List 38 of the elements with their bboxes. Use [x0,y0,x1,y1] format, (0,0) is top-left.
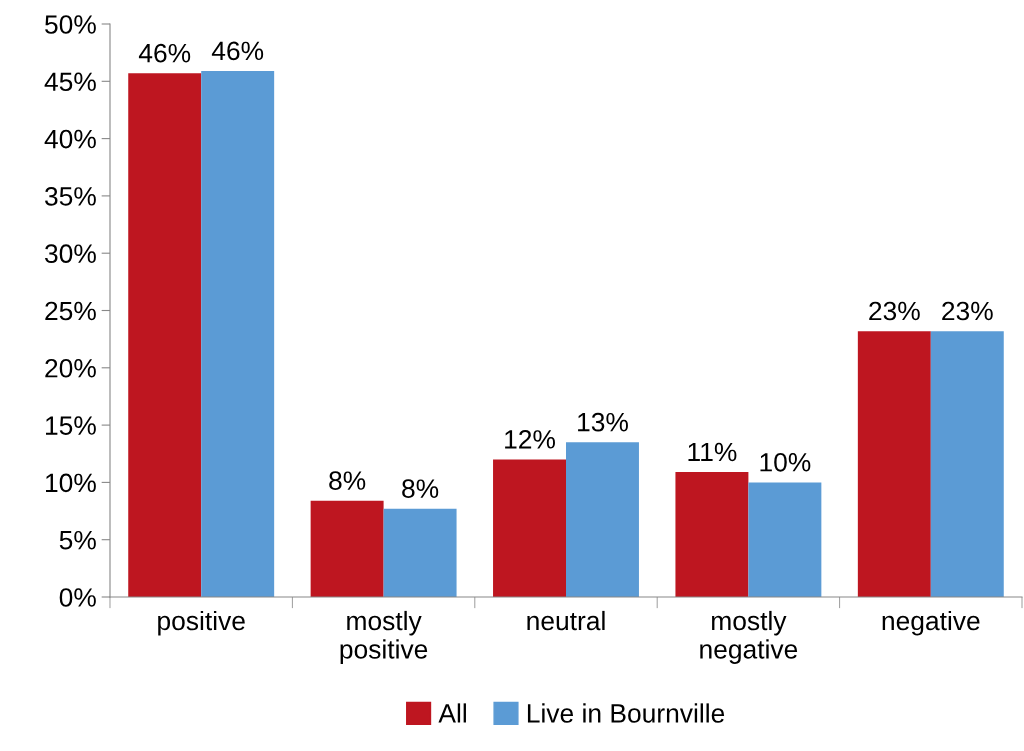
data-label: 46% [211,41,264,61]
data-label: 12% [505,430,555,449]
bar [930,331,1004,597]
bar [201,70,275,597]
bar [310,500,384,597]
y-tick-label: 35% [45,187,96,206]
data-label: 11% [688,442,737,462]
bar [493,459,566,597]
legend-label: Live in Bournville [527,703,725,723]
y-tick-label: 50% [45,15,96,34]
y-tick-label: 10% [46,473,96,493]
data-label: 13% [578,412,628,432]
data-label: 8% [402,479,439,498]
x-tick-label: positive [158,610,245,636]
data-label: 23% [942,301,993,321]
bar [566,442,639,597]
y-tick-label: 5% [59,530,96,550]
data-label: 10% [760,452,811,472]
y-tick-label: 30% [45,244,96,264]
data-label: 46% [138,43,191,63]
x-tick-label: neutral [527,610,605,631]
data-label: 8% [329,471,366,490]
x-tick-label: mostly negative [700,610,798,664]
y-tick-label: 40% [44,129,96,149]
y-tick-label: 0% [59,588,96,607]
y-tick-label: 25% [45,301,96,321]
legend-label: All [438,703,466,723]
bar [748,482,822,597]
x-tick-label: mostly positive [340,610,428,664]
bar [128,73,202,597]
y-tick-label: 20% [45,358,96,378]
bar [675,472,749,597]
data-label: 23% [869,301,920,321]
y-tick-label: 45% [44,72,96,92]
bar [383,508,457,597]
bar [857,331,931,597]
x-tick-label: negative [882,610,980,636]
y-tick-label: 15% [46,416,96,435]
